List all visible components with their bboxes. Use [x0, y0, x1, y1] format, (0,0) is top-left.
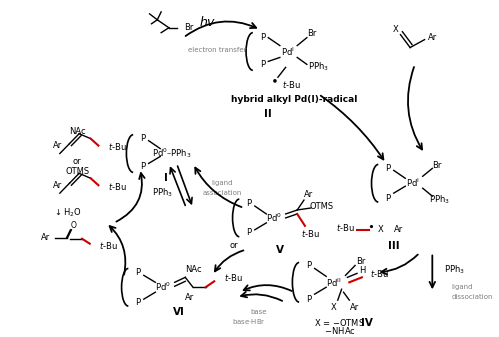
Text: Ar: Ar — [394, 225, 403, 234]
Text: ligand: ligand — [211, 180, 233, 186]
Text: $\quad$ $-$NHAc: $\quad$ $-$NHAc — [313, 325, 356, 336]
Text: III: III — [388, 241, 400, 251]
Text: H: H — [359, 266, 365, 275]
Text: hybrid alkyl Pd(I)-radical: hybrid alkyl Pd(I)-radical — [231, 95, 357, 103]
Text: Br: Br — [307, 29, 316, 38]
Text: ligand: ligand — [452, 284, 473, 290]
Text: X: X — [393, 25, 399, 34]
Text: NAc: NAc — [185, 265, 201, 274]
Text: IV: IV — [361, 318, 373, 328]
Text: $hv$: $hv$ — [199, 15, 216, 29]
Text: P: P — [306, 295, 311, 304]
Text: P: P — [247, 228, 251, 237]
Text: $\it{t}$-Bu: $\it{t}$-Bu — [108, 141, 127, 152]
Text: $\bullet$: $\bullet$ — [367, 221, 374, 231]
Text: X = $-$OTMS: X = $-$OTMS — [313, 317, 364, 329]
Text: OTMS: OTMS — [65, 167, 89, 176]
Text: P: P — [385, 194, 391, 203]
Text: OTMS: OTMS — [309, 202, 333, 211]
Text: $\it{t}$-Bu: $\it{t}$-Bu — [224, 272, 243, 283]
Text: Pd$^{\rm II}$: Pd$^{\rm II}$ — [326, 276, 342, 288]
Text: $\it{t}$-Bu: $\it{t}$-Bu — [336, 222, 355, 233]
Text: Pd$^0$–PPh$_3$: Pd$^0$–PPh$_3$ — [152, 147, 192, 160]
Text: electron transfer: electron transfer — [188, 47, 247, 53]
Text: Br: Br — [433, 161, 442, 170]
Text: $\downarrow$H$_2$O: $\downarrow$H$_2$O — [53, 207, 82, 219]
Text: P: P — [306, 261, 311, 270]
Text: P: P — [247, 198, 251, 208]
Text: P: P — [260, 60, 265, 69]
Text: or: or — [229, 241, 238, 250]
Text: X: X — [331, 303, 337, 312]
Text: PPh$_3$: PPh$_3$ — [429, 194, 450, 206]
Text: Pd$^{\rm I}$: Pd$^{\rm I}$ — [281, 45, 294, 58]
Text: Br: Br — [184, 23, 194, 32]
Text: X: X — [377, 225, 383, 234]
Text: or: or — [73, 157, 81, 166]
Text: P: P — [135, 298, 141, 307]
Text: PPh$_3$: PPh$_3$ — [152, 187, 173, 200]
Text: O: O — [70, 221, 76, 231]
Text: Pd$^0$: Pd$^0$ — [155, 281, 171, 294]
Text: Br: Br — [356, 257, 366, 266]
Text: Ar: Ar — [304, 190, 313, 198]
Text: Ar: Ar — [185, 293, 194, 302]
Text: Pd$^{\rm I}$: Pd$^{\rm I}$ — [406, 177, 420, 189]
Text: $\it{t}$-Bu: $\it{t}$-Bu — [99, 240, 118, 251]
Text: P: P — [260, 33, 265, 42]
Text: dissociation: dissociation — [452, 294, 493, 300]
Text: Ar: Ar — [41, 233, 50, 242]
Text: NAc: NAc — [69, 127, 85, 136]
Text: $\it{t}$-Bu: $\it{t}$-Bu — [108, 181, 127, 192]
Text: Ar: Ar — [53, 181, 62, 190]
Text: VI: VI — [173, 307, 185, 317]
Text: $\it{t}$-Bu: $\it{t}$-Bu — [282, 79, 300, 90]
Text: $\bullet$: $\bullet$ — [270, 73, 278, 86]
Text: Ar: Ar — [428, 33, 437, 42]
Text: I: I — [164, 173, 168, 183]
Text: PPh$_3$: PPh$_3$ — [444, 263, 465, 276]
Text: P: P — [385, 164, 391, 173]
Text: Ar: Ar — [349, 303, 359, 312]
Text: P: P — [140, 162, 145, 171]
Text: P: P — [135, 268, 141, 277]
Text: $\it{t}$-Bu: $\it{t}$-Bu — [370, 268, 388, 279]
Text: Pd$^0$: Pd$^0$ — [266, 212, 282, 224]
Text: base: base — [250, 309, 267, 315]
Text: V: V — [276, 245, 284, 255]
Text: II: II — [264, 109, 272, 119]
Text: PPh$_3$: PPh$_3$ — [308, 60, 329, 72]
Text: Ar: Ar — [53, 141, 62, 150]
Text: association: association — [202, 190, 242, 196]
Text: P: P — [140, 134, 145, 143]
Text: $\it{t}$-Bu: $\it{t}$-Bu — [301, 228, 320, 239]
Text: base$\cdot$HBr: base$\cdot$HBr — [232, 317, 266, 327]
